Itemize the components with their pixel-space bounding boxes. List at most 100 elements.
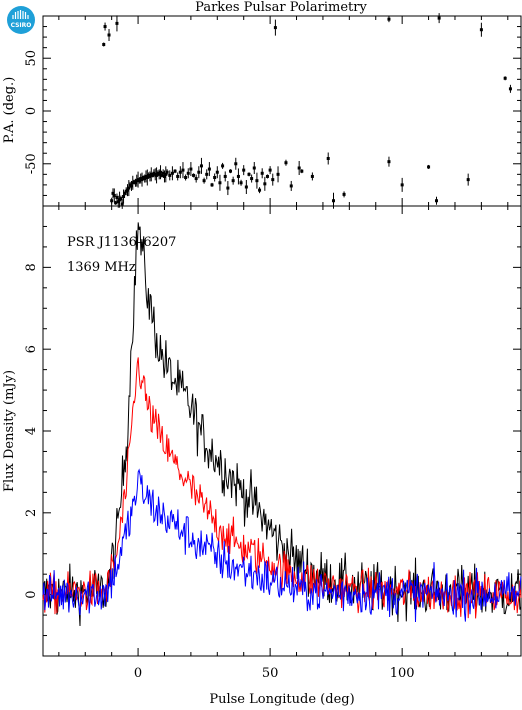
pa-point <box>263 182 267 186</box>
pa-point <box>168 173 172 177</box>
pa-point <box>170 171 174 175</box>
chart-title: Parkes Pulsar Polarimetry <box>195 0 367 15</box>
pa-point <box>250 177 254 181</box>
pa-point <box>157 172 161 176</box>
pa-point <box>242 168 246 172</box>
pa-point <box>255 179 259 183</box>
pa-point <box>107 33 111 37</box>
pa-point <box>155 173 159 177</box>
pa-point <box>184 176 188 179</box>
pa-ylabel: P.A. (deg.) <box>2 77 17 144</box>
flux-lines <box>42 222 522 627</box>
pa-point <box>247 172 251 176</box>
pa-point <box>192 173 196 177</box>
pa-point <box>466 178 470 182</box>
pa-point <box>127 186 131 190</box>
x-tick-label: 100 <box>390 666 415 681</box>
csiro-logo: CSIRO <box>7 6 35 34</box>
pa-point <box>260 171 264 175</box>
pa-point <box>434 199 438 203</box>
flux-ylabel: Flux Density (mJy) <box>2 370 17 492</box>
pa-point <box>126 188 130 192</box>
pa-point <box>207 167 211 171</box>
pa-point <box>400 183 404 187</box>
flux-y-tick-label: 8 <box>24 263 39 271</box>
pa-point <box>218 181 222 185</box>
pa-point <box>120 202 124 206</box>
pa-point <box>244 185 248 189</box>
pa-point <box>115 21 119 25</box>
pa-point <box>176 174 180 178</box>
pa-point <box>236 174 240 178</box>
flux-y-tick-label: 0 <box>24 590 39 598</box>
pa-point <box>268 168 272 172</box>
pa-point <box>437 16 441 20</box>
pa-point <box>231 179 235 183</box>
pa-point <box>215 170 219 174</box>
pa-point <box>123 191 127 195</box>
pa-point <box>178 170 182 174</box>
pa-point <box>342 192 346 196</box>
pa-point <box>202 179 206 183</box>
pa-point <box>387 17 391 21</box>
pa-point <box>284 161 288 165</box>
pa-point <box>140 178 144 182</box>
source-annotation: PSR J1136–6207 <box>67 235 176 250</box>
pa-point <box>122 195 126 198</box>
pa-point <box>129 184 133 188</box>
pa-point <box>205 172 209 176</box>
pa-point <box>331 199 335 203</box>
pa-point <box>165 170 169 174</box>
pa-points <box>102 13 512 209</box>
pa-point <box>210 183 214 187</box>
pa-point <box>297 166 301 170</box>
pa-point <box>273 26 277 30</box>
pa-point <box>148 174 152 178</box>
pa-point <box>503 76 507 80</box>
pa-panel-frame <box>42 15 522 207</box>
pa-point <box>151 173 155 177</box>
pa-point <box>159 170 163 174</box>
pa-point <box>289 184 293 188</box>
pa-point <box>387 160 391 164</box>
pa-y-tick-label: 50 <box>24 50 39 67</box>
xlabel: Pulse Longitude (deg) <box>209 692 354 707</box>
pa-point <box>161 171 165 175</box>
pa-point <box>234 162 238 166</box>
pa-point <box>133 181 137 185</box>
x-tick-label: 50 <box>262 666 279 681</box>
pa-point <box>194 177 198 181</box>
pa-point <box>427 165 431 169</box>
axis-ticks: 0 50 100 -50 0 50 0 2 4 6 8 <box>24 16 521 681</box>
pa-point <box>229 169 233 173</box>
x-tick-label: 0 <box>134 666 142 681</box>
pa-point <box>102 43 106 46</box>
pa-point <box>115 196 119 200</box>
pa-point <box>189 167 193 171</box>
pa-point <box>221 164 225 168</box>
pa-point <box>300 169 304 173</box>
pa-point <box>239 181 243 185</box>
pa-point <box>508 87 512 91</box>
pa-point <box>199 164 203 168</box>
pa-point <box>112 193 116 197</box>
pa-point <box>173 169 177 173</box>
pa-point <box>162 174 166 178</box>
pa-point <box>114 201 118 205</box>
pa-point <box>258 188 262 192</box>
pa-point <box>223 174 227 178</box>
pa-point <box>137 179 141 183</box>
pa-point <box>164 172 168 176</box>
pa-point <box>276 172 280 176</box>
pa-point <box>186 171 190 175</box>
pa-point <box>265 174 269 178</box>
pa-point <box>252 166 256 170</box>
logo-label: CSIRO <box>11 22 32 29</box>
flux-y-tick-label: 2 <box>24 509 39 517</box>
pa-point <box>160 173 164 177</box>
flux-y-tick-label: 4 <box>24 427 39 435</box>
pa-point <box>119 197 123 201</box>
pa-y-tick-label: 0 <box>24 107 39 115</box>
pa-point <box>143 177 147 181</box>
